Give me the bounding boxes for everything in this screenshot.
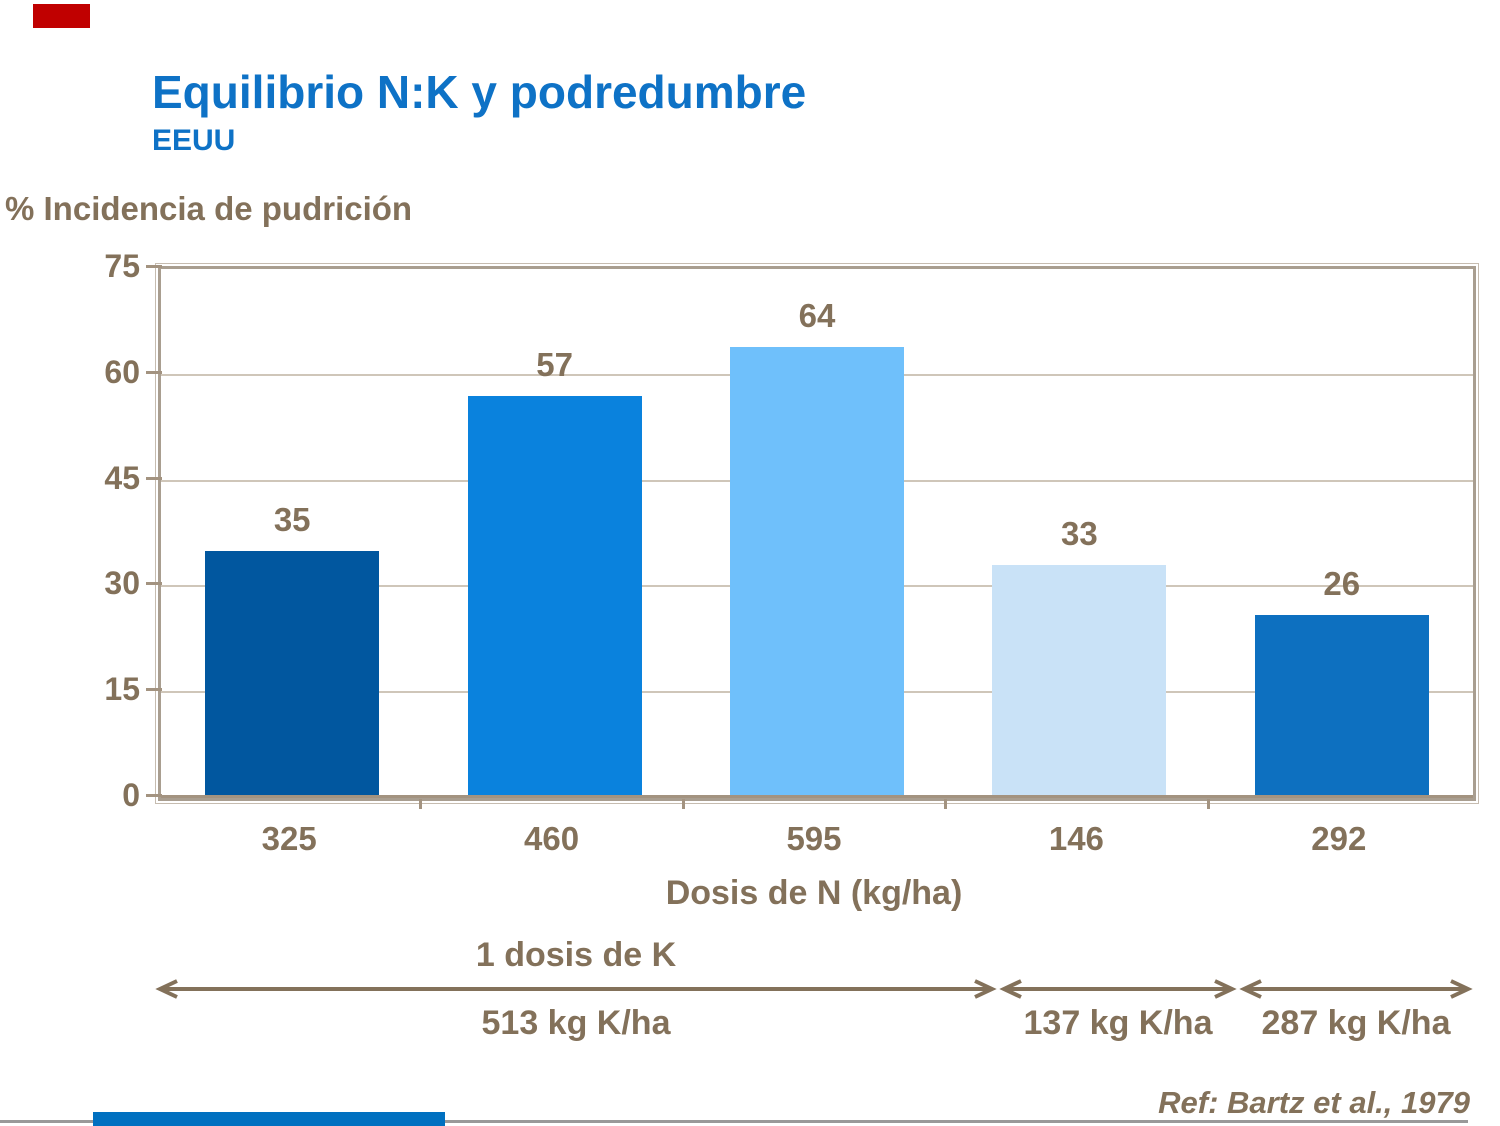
- slide-subtitle: EEUU: [152, 124, 236, 157]
- y-tick-mark: [146, 688, 162, 692]
- y-tick-label: 75: [104, 248, 140, 284]
- x-category-label: 460: [524, 820, 580, 857]
- y-tick-label: 30: [104, 565, 140, 602]
- x-tick-mark: [1206, 799, 1210, 809]
- double-arrow: [1239, 979, 1473, 999]
- y-tick-label: 0: [122, 777, 140, 813]
- y-tick-mark: [146, 265, 162, 268]
- k-group-label: 287 kg K/ha: [1261, 1004, 1451, 1042]
- x-tick-mark: [944, 799, 948, 809]
- footer-line: [0, 1120, 1468, 1123]
- footer-accent-bar: [93, 1112, 445, 1126]
- reference-text: Ref: Bartz et al., 1979: [1158, 1085, 1470, 1120]
- x-category-label: 325: [261, 820, 317, 857]
- slide-title: Equilibrio N:K y podredumbre: [152, 66, 807, 118]
- bar: [205, 551, 380, 798]
- x-tick-mark: [681, 799, 685, 809]
- y-tick-mark: [146, 370, 162, 374]
- y-tick-mark: [146, 476, 162, 480]
- plot-area: 35 57 64 33 26: [155, 263, 1479, 804]
- k-range-arrows: [155, 979, 1473, 999]
- y-tick-label: 60: [104, 353, 140, 390]
- y-axis-title: % Incidencia de pudrición: [5, 190, 413, 227]
- double-arrow: [155, 979, 997, 999]
- bar: [730, 346, 904, 798]
- bar-value-label: 35: [273, 501, 311, 539]
- bar-value-label: 64: [798, 296, 836, 334]
- bar: [992, 565, 1167, 798]
- y-tick-mark: [146, 582, 162, 586]
- k-group-label: 137 kg K/ha: [1023, 1004, 1213, 1042]
- y-tick-mark: [146, 794, 162, 797]
- x-category-label: 292: [1311, 820, 1367, 857]
- x-category-label: 146: [1048, 820, 1104, 857]
- y-tick-label: 45: [104, 459, 140, 496]
- red-accent-block: [33, 4, 90, 28]
- y-tick-label: 15: [104, 671, 140, 708]
- x-tick-mark: [419, 799, 423, 809]
- bar: [467, 395, 642, 798]
- bar-value-label: 33: [1061, 515, 1098, 553]
- double-arrow: [999, 979, 1237, 999]
- k-group-label: 513 kg K/ha: [481, 1004, 671, 1042]
- x-axis-category-labels: 325 460 595 146 292: [158, 820, 1470, 860]
- k-dose-title: 1 dosis de K: [475, 936, 677, 974]
- bar-value-label: 26: [1323, 564, 1361, 602]
- bar: [1254, 614, 1429, 798]
- x-axis-title: Dosis de N (kg/ha): [665, 874, 963, 912]
- bar-value-label: 57: [536, 345, 573, 383]
- x-axis-baseline: [161, 795, 1473, 798]
- x-category-label: 595: [786, 820, 842, 857]
